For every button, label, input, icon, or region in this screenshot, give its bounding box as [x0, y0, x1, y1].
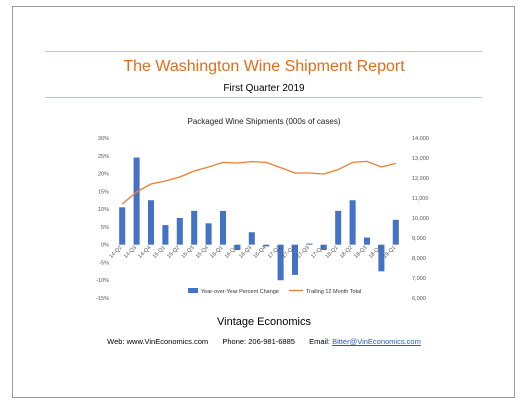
- bar-16-Q3: [248, 232, 255, 245]
- phone-value: 206-981-6885: [248, 337, 295, 346]
- bar-17-Q2: [291, 244, 299, 275]
- y-left-tick-label: -10%: [96, 278, 109, 284]
- left-axis: -15% -10% -5% 0% 5% 10% 15% 20% 25% 30%: [96, 136, 109, 302]
- bar-14-Q3: [133, 157, 140, 245]
- x-tick-label: 18-Q2: [339, 245, 354, 260]
- page-frame: [12, 6, 515, 398]
- bar-16-Q4: [263, 244, 270, 247]
- bar-17-Q3: [306, 243, 313, 245]
- bar-16-Q2: [234, 244, 241, 250]
- bar-18-Q2: [349, 200, 356, 245]
- y-right-tick-label: 11,000: [412, 196, 428, 202]
- company-name: Vintage Economics: [217, 316, 311, 328]
- bar-15-Q4: [205, 223, 212, 245]
- bar-15-Q3: [191, 210, 198, 245]
- x-tick-label: 15-Q4: [195, 245, 210, 260]
- email-label: Email:: [309, 337, 330, 346]
- legend-bar-swatch: [188, 288, 198, 293]
- x-tick-label: 16-Q1: [209, 245, 224, 260]
- y-right-tick-label: 13,000: [412, 156, 429, 162]
- x-tick-label: 14-Q4: [137, 245, 152, 260]
- bar-14-Q2: [119, 207, 126, 245]
- x-tick-label: 14-Q3: [123, 245, 138, 260]
- legend: Year-over-Year Percent Change Trailing 12…: [188, 288, 361, 295]
- y-left-tick-label: -15%: [96, 296, 109, 302]
- bar-16-Q1: [219, 210, 227, 245]
- y-left-tick-label: -5%: [99, 260, 109, 266]
- x-tick-label: 15-Q2: [166, 245, 181, 260]
- y-left-tick-label: 0%: [101, 243, 109, 249]
- y-left-tick-label: 10%: [98, 207, 109, 213]
- x-axis: 14-Q2 14-Q3 14-Q4 15-Q1 15-Q2 15-Q3 15-Q4 16-Q1…: [109, 245, 398, 260]
- report-title: The Washington Wine Shipment Report: [123, 58, 405, 75]
- line-trailing-12-month-total: [121, 160, 396, 205]
- web-label: Web:: [107, 337, 125, 346]
- bar-18-Q1: [335, 210, 342, 245]
- line-series: [121, 160, 396, 205]
- bar-18-Q4: [378, 244, 385, 272]
- bar-14-Q4: [147, 200, 155, 245]
- x-tick-label: 18-Q3: [353, 245, 368, 260]
- y-right-tick-label: 8,000: [412, 256, 426, 262]
- email-link[interactable]: Bitter@VinEconomics.com: [332, 337, 421, 346]
- y-right-tick-label: 9,000: [412, 236, 426, 242]
- top-rule: [45, 51, 482, 52]
- y-right-tick-label: 14,000: [412, 136, 429, 142]
- y-left-tick-label: 5%: [101, 225, 109, 231]
- chart-title: Packaged Wine Shipments (000s of cases): [187, 117, 341, 126]
- web-value: www.VinEconomics.com: [126, 337, 209, 346]
- bottom-rule: [45, 97, 482, 98]
- bar-17-Q4: [320, 244, 327, 250]
- phone-label: Phone:: [222, 337, 247, 346]
- report-subtitle: First Quarter 2019: [223, 83, 305, 94]
- legend-label-bars: Year-over-Year Percent Change: [201, 289, 279, 295]
- y-left-tick-label: 15%: [98, 189, 109, 195]
- x-tick-label: 17-Q4: [310, 245, 325, 260]
- right-axis: 6,000 7,000 8,000 9,000 10,000 11,000 12,000 13…: [412, 136, 429, 302]
- contact-line: Web: www.VinEconomics.com Phone: 206-981…: [0, 337, 528, 346]
- bar-series: [119, 157, 399, 281]
- x-tick-label: 16-Q4: [253, 245, 268, 260]
- bar-19-Q1: [392, 219, 399, 245]
- x-tick-label: 15-Q1: [152, 245, 167, 260]
- y-right-tick-label: 10,000: [412, 216, 429, 222]
- y-left-tick-label: 25%: [98, 154, 109, 160]
- bar-17-Q1: [277, 244, 284, 281]
- x-tick-label: 14-Q2: [109, 245, 124, 260]
- bar-18-Q3: [363, 237, 371, 245]
- x-tick-label: 15-Q3: [181, 245, 196, 260]
- y-right-tick-label: 6,000: [412, 296, 426, 302]
- x-tick-label: 16-Q2: [224, 245, 239, 260]
- bar-15-Q2: [176, 218, 183, 245]
- y-right-tick-label: 7,000: [412, 276, 426, 282]
- legend-label-line: Trailing 12 Month Total: [306, 289, 361, 295]
- y-left-tick-label: 20%: [98, 172, 109, 178]
- bar-15-Q1: [162, 225, 169, 245]
- y-left-tick-label: 30%: [98, 136, 109, 142]
- y-right-tick-label: 12,000: [412, 176, 429, 182]
